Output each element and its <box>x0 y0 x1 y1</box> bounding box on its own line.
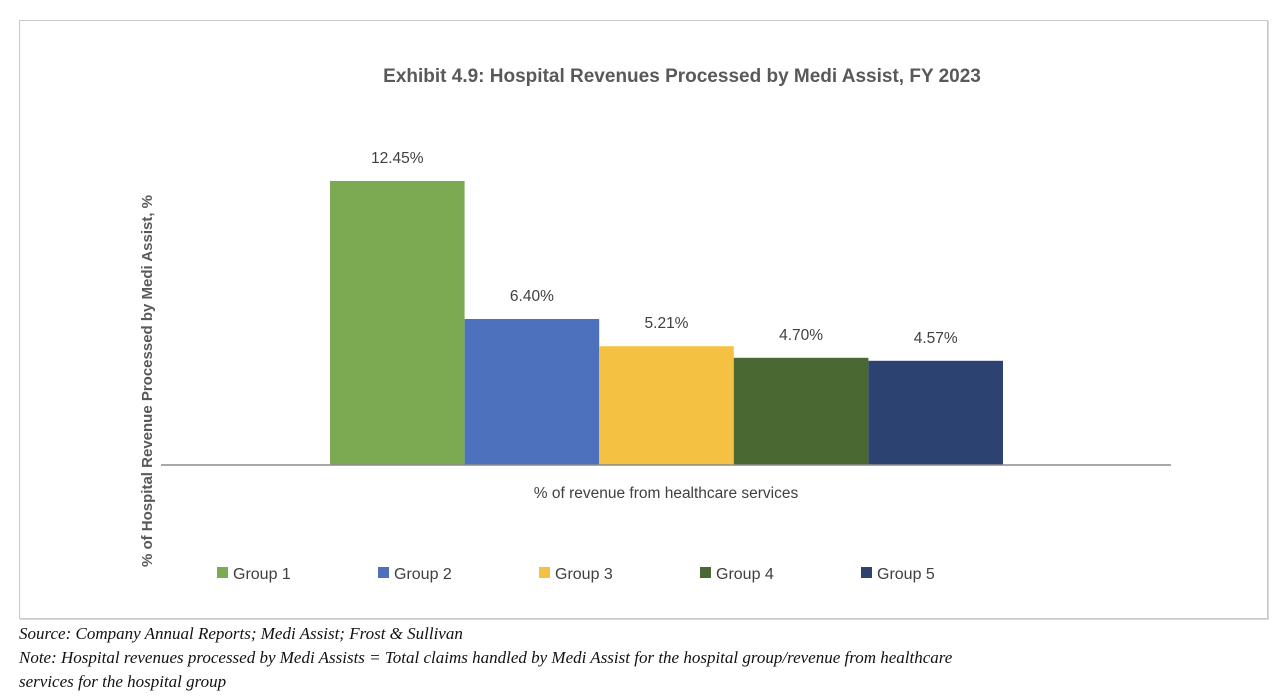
note-line-2: services for the hospital group <box>19 672 227 691</box>
data-labels-group: 12.45% 6.40% 5.21% 4.70% 4.57% <box>371 150 958 347</box>
chart-title: Exhibit 4.9: Hospital Revenues Processed… <box>383 66 981 87</box>
legend-label-1: Group 1 <box>233 566 291 583</box>
legend-swatch-3 <box>539 567 550 578</box>
legend-label-3: Group 3 <box>555 566 613 583</box>
data-label-group-1: 12.45% <box>371 150 424 167</box>
y-axis-label: % of Hospital Revenue Processed by Medi … <box>139 195 156 567</box>
legend-swatch-2 <box>378 567 389 578</box>
bars-group <box>330 181 1003 465</box>
bar-group-5 <box>868 360 1003 465</box>
chart-frame <box>19 20 1268 619</box>
legend-swatch-4 <box>700 567 711 578</box>
legend: Group 1 Group 2 Group 3 Group 4 Group 5 <box>217 566 935 583</box>
data-label-group-3: 5.21% <box>645 315 689 332</box>
data-label-group-5: 4.57% <box>914 330 958 347</box>
footnotes: Source: Company Annual Reports; Medi Ass… <box>19 622 1269 694</box>
legend-swatch-1 <box>217 567 228 578</box>
legend-label-5: Group 5 <box>877 566 935 583</box>
data-label-group-2: 6.40% <box>510 288 554 305</box>
x-axis-label: % of revenue from healthcare services <box>534 485 799 502</box>
data-label-group-4: 4.70% <box>779 327 823 344</box>
bar-group-2 <box>464 319 600 465</box>
legend-label-4: Group 4 <box>716 566 774 583</box>
source-note: Source: Company Annual Reports; Medi Ass… <box>19 624 463 643</box>
bar-group-1 <box>330 181 465 465</box>
bar-group-4 <box>733 357 869 465</box>
legend-label-2: Group 2 <box>394 566 452 583</box>
legend-swatch-5 <box>861 567 872 578</box>
bar-group-3 <box>599 346 734 465</box>
note-line-1: Note: Hospital revenues processed by Med… <box>19 648 953 667</box>
